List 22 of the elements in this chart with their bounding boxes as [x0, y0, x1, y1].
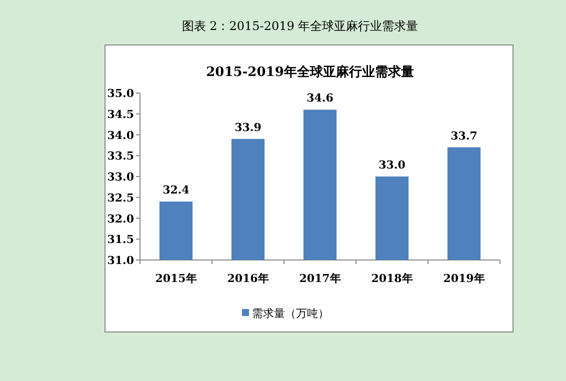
x-tick-label: 2018年: [371, 272, 413, 285]
legend-label: 需求量（万吨）: [252, 307, 329, 320]
x-tick-label: 2019年: [443, 272, 485, 285]
y-tick-label: 31.0: [107, 254, 134, 267]
chart-title: 图表 2：2015-2019 年全球亚麻行业需求量: [182, 19, 418, 33]
data-label: 32.4: [162, 184, 190, 197]
chart-subtitle: 2015-2019年全球亚麻行业需求量: [206, 64, 414, 80]
x-tick-label: 2016年: [227, 272, 269, 285]
data-label: 34.6: [306, 92, 334, 105]
data-label: 33.7: [450, 129, 478, 142]
x-tick-label: 2015年: [155, 272, 197, 285]
y-tick-label: 34.5: [107, 108, 134, 121]
y-tick-label: 34.0: [107, 128, 134, 142]
y-tick-label: 31.5: [107, 233, 134, 246]
data-label: 33.0: [378, 158, 406, 172]
y-tick-label: 33.0: [107, 170, 134, 184]
y-tick-label: 33.5: [107, 150, 134, 163]
y-tick-label: 32.0: [107, 212, 134, 226]
data-label: 33.9: [234, 120, 262, 134]
x-tick-label: 2017年: [299, 272, 341, 285]
y-tick-label: 35.0: [107, 87, 134, 100]
y-tick-label: 32.5: [107, 191, 134, 204]
